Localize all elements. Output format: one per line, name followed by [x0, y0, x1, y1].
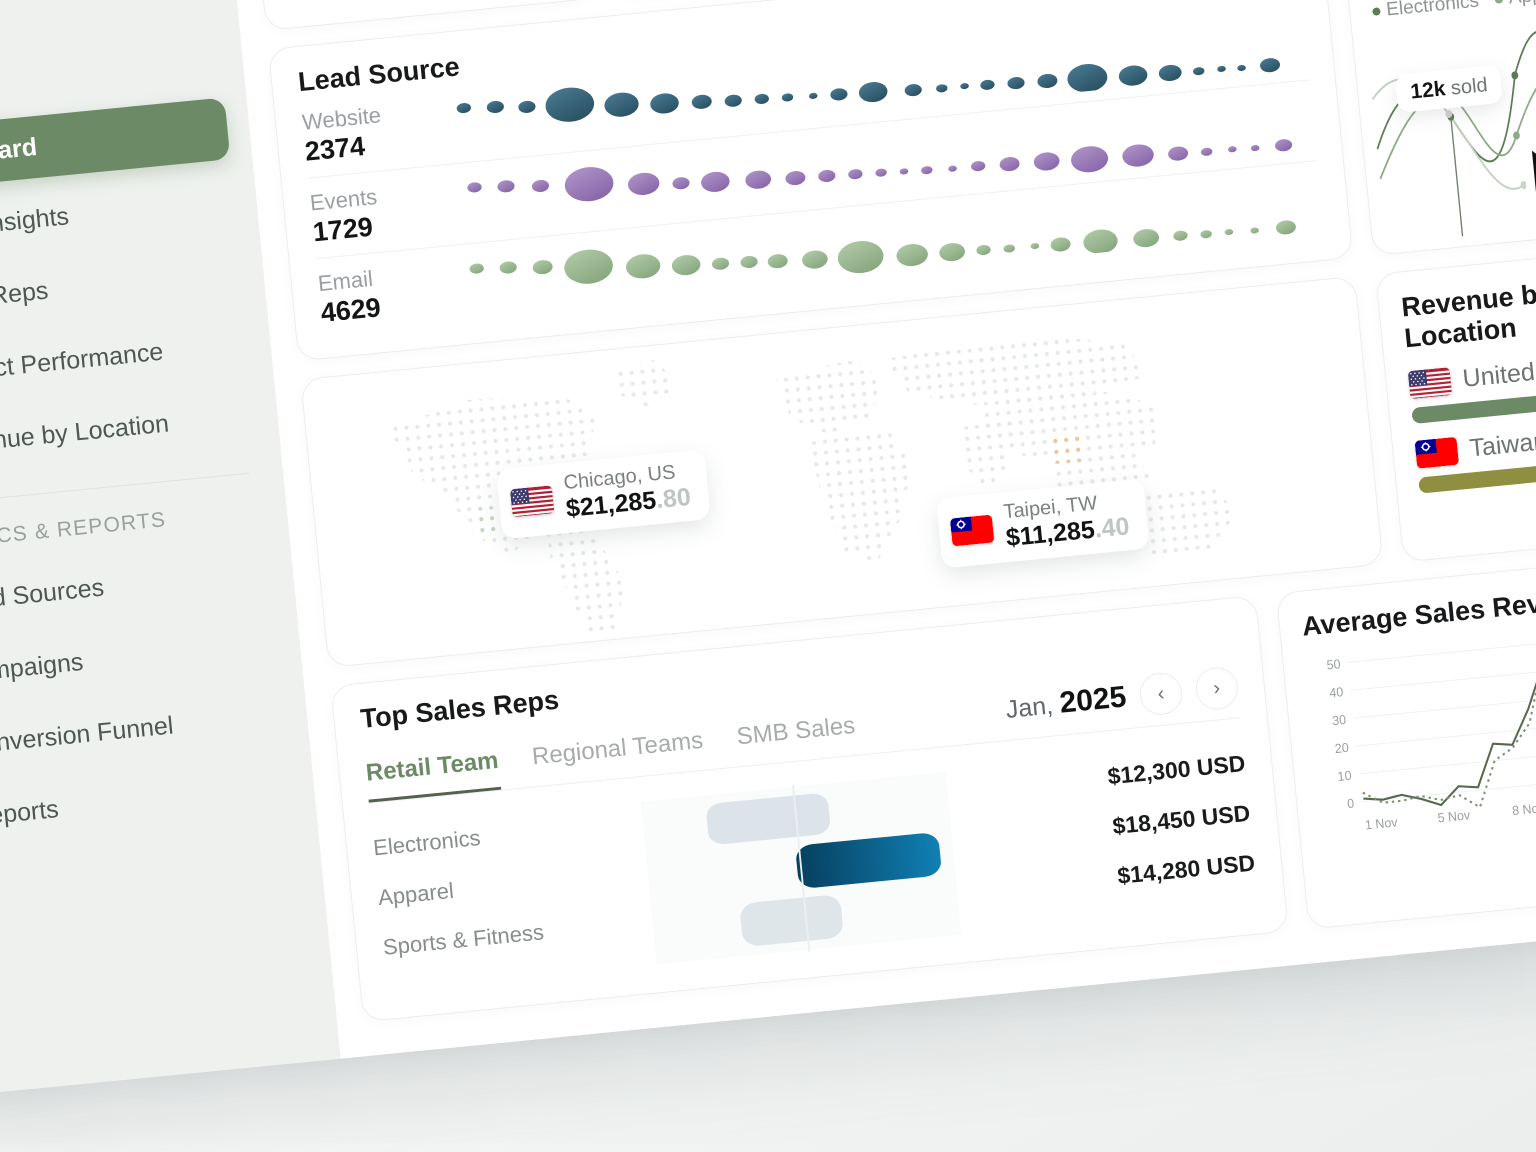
legend-dot-icon	[1372, 7, 1381, 17]
lead-source-meta: Email 4629	[317, 259, 452, 329]
legend-label: Electronics	[1385, 0, 1480, 21]
svg-text:40: 40	[1329, 684, 1344, 701]
panel-title: Revenue by Location	[1400, 278, 1536, 354]
map-marker-taipei[interactable]: Taipei, TW $11,285.40	[935, 478, 1150, 569]
prev-period-button[interactable]: ‹	[1138, 671, 1184, 718]
bottom-row: Top Sales Reps Retail Team Regional Team…	[330, 551, 1536, 1023]
tab-retail-team[interactable]: Retail Team	[364, 747, 502, 803]
tab-smb-sales[interactable]: SMB Sales	[735, 712, 857, 751]
product-category-panel: Product Category Electronics Apparel Aut…	[1342, 0, 1536, 257]
period-month: Jan,	[1004, 691, 1055, 725]
revenue-location-taiwan[interactable]: Taiwan	[1414, 415, 1536, 494]
svg-text:5 Nov: 5 Nov	[1437, 807, 1472, 825]
us-flag-icon	[1407, 366, 1453, 399]
sidebar-item-revenue-by-location[interactable]: Revenue by Location	[0, 384, 258, 483]
next-period-button[interactable]: ›	[1193, 665, 1240, 712]
sidebar-item-reports[interactable]: Reports	[0, 755, 295, 854]
lead-source-bubbles-website	[448, 12, 1308, 153]
reps-value-list: $12,300 USD $18,450 USD $14,280 USD	[1053, 734, 1260, 931]
tw-flag-icon	[1414, 436, 1460, 469]
revenue-location-united-states[interactable]: United States	[1407, 346, 1536, 425]
svg-text:30: 30	[1331, 712, 1346, 729]
mid-row: Lead Source Website 2374	[267, 0, 1536, 362]
lead-source-meta: Events 1729	[309, 178, 444, 248]
lead-source-row-events[interactable]: Events 1729	[307, 80, 1317, 260]
sidebar-item-label: Product Performance	[0, 337, 165, 389]
map-row: Chicago, US $21,285.80	[300, 244, 1536, 669]
dashboard-app-window: MAIN MENU Dashboard Sales Insights	[0, 0, 1536, 1101]
sidebar-item-label: Campaigns	[0, 647, 85, 688]
sidebar-item-label: Reports	[0, 794, 60, 831]
svg-text:1 Nov: 1 Nov	[1364, 814, 1399, 832]
lead-source-row-email[interactable]: Email 4629	[316, 161, 1325, 339]
top-sales-reps-chart[interactable]	[561, 754, 1055, 980]
world-map-dots	[301, 277, 1382, 667]
world-map-panel[interactable]: Chicago, US $21,285.80	[300, 276, 1384, 669]
top-sales-reps-panel: Top Sales Reps Retail Team Regional Team…	[330, 595, 1289, 1023]
legend-item-apparel: Apparel	[1494, 0, 1536, 11]
sidebar-item-label: Sales Reps	[0, 276, 50, 316]
revenue-location-head: United States	[1407, 346, 1536, 400]
lead-source-bubbles-events	[456, 93, 1316, 234]
lead-source-row-website[interactable]: Website 2374	[299, 0, 1309, 179]
reps-body: Electronics Apparel Sports & Fitness	[371, 734, 1260, 998]
period-selector: Jan, 2025 ‹ ›	[1004, 665, 1241, 740]
tab-regional-teams[interactable]: Regional Teams	[530, 727, 705, 771]
revenue-location-name: Taiwan	[1468, 427, 1536, 463]
svg-text:20: 20	[1334, 740, 1349, 757]
sidebar-item-label: Lead Sources	[0, 573, 106, 616]
tw-flag-icon	[949, 514, 995, 547]
revenue-location-name: United States	[1461, 351, 1536, 394]
legend-dot-icon	[1494, 0, 1504, 5]
sidebar-item-label: Revenue by Location	[0, 408, 171, 460]
lead-source-bubbles-email	[464, 173, 1324, 314]
average-sales-revenue-panel: Average Sales Revenue 50 40 30	[1275, 551, 1536, 930]
sidebar-analytics-list: Lead Sources Campaigns Conversion Funnel	[0, 538, 317, 857]
svg-text:10: 10	[1337, 768, 1352, 785]
legend-label: Apparel	[1508, 0, 1536, 10]
sidebar-item-label: Dashboard	[0, 132, 39, 174]
revenue-by-location-panel: Revenue by Location	[1375, 244, 1536, 563]
product-category-chart[interactable]: 12k sold	[1371, 4, 1536, 257]
svg-text:0: 0	[1347, 796, 1355, 812]
lead-source-panel: Lead Source Website 2374	[267, 0, 1354, 362]
svg-text:50: 50	[1326, 656, 1341, 673]
period-label: Jan, 2025	[1004, 681, 1128, 727]
sidebar-item-label: Sales Insights	[0, 201, 71, 245]
sidebar-main-list: Dashboard Sales Insights Sales Reps	[0, 95, 280, 485]
tooltip-unit: sold	[1449, 74, 1489, 100]
lead-source-meta: Website 2374	[301, 98, 436, 168]
tooltip-value: 12k	[1409, 77, 1447, 104]
map-marker-chicago[interactable]: Chicago, US $21,285.80	[495, 449, 711, 540]
main-content: Total Revenue 1 Apr – 15 Apr 2025 790k ↑…	[217, 0, 1536, 1059]
period-year: 2025	[1058, 680, 1128, 720]
average-sales-revenue-chart[interactable]: 50 40 30 20 10 0 1 Nov 5 Nov 8 Nov	[1305, 615, 1536, 852]
revenue-location-head: Taiwan	[1414, 415, 1536, 469]
reps-category-list: Electronics Apparel Sports & Fitness	[371, 803, 563, 999]
svg-text:8 Nov: 8 Nov	[1511, 800, 1536, 818]
sidebar-item-label: Conversion Funnel	[0, 710, 175, 760]
us-flag-icon	[509, 485, 555, 518]
